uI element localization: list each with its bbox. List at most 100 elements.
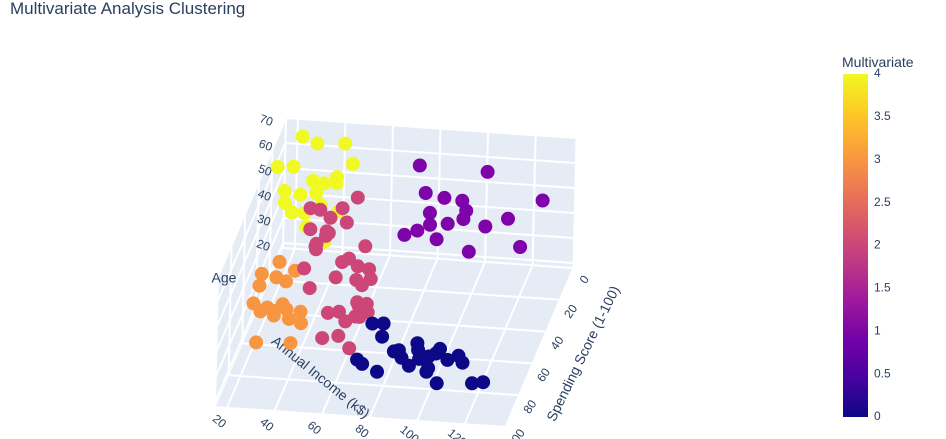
data-point-cluster-2[interactable] bbox=[303, 201, 318, 216]
axis-title-age: Age bbox=[212, 270, 237, 286]
data-point-cluster-3[interactable] bbox=[249, 335, 264, 350]
data-point-cluster-1[interactable] bbox=[440, 216, 455, 231]
data-point-cluster-4[interactable] bbox=[293, 187, 308, 202]
tick-label-age: 30 bbox=[255, 211, 273, 229]
data-point-cluster-3[interactable] bbox=[246, 296, 261, 311]
data-point-cluster-2[interactable] bbox=[315, 331, 330, 346]
data-point-cluster-3[interactable] bbox=[281, 311, 296, 326]
data-point-cluster-0[interactable] bbox=[386, 344, 401, 359]
gridline-age bbox=[285, 142, 576, 164]
data-point-cluster-3[interactable] bbox=[293, 316, 308, 331]
tick-label-age: 50 bbox=[256, 161, 274, 179]
data-point-cluster-1[interactable] bbox=[461, 244, 476, 259]
data-point-cluster-1[interactable] bbox=[423, 217, 437, 232]
data-point-cluster-0[interactable] bbox=[429, 376, 444, 391]
gridline-spending bbox=[282, 117, 287, 249]
data-point-cluster-1[interactable] bbox=[459, 203, 474, 218]
data-point-cluster-0[interactable] bbox=[440, 352, 455, 367]
data-point-cluster-2[interactable] bbox=[303, 222, 318, 237]
colorbar-tick-label: 0 bbox=[874, 409, 881, 423]
gridline-income bbox=[531, 135, 537, 266]
data-point-cluster-4[interactable] bbox=[338, 136, 353, 151]
data-point-cluster-2[interactable] bbox=[302, 281, 317, 296]
data-point-cluster-0[interactable] bbox=[370, 364, 384, 379]
data-point-cluster-4[interactable] bbox=[317, 176, 331, 191]
data-point-cluster-1[interactable] bbox=[478, 219, 493, 234]
gridline-spending bbox=[241, 213, 247, 344]
data-point-cluster-2[interactable] bbox=[332, 304, 346, 319]
data-point-cluster-4[interactable] bbox=[309, 186, 324, 200]
data-point-cluster-3[interactable] bbox=[269, 270, 284, 285]
data-point-cluster-0[interactable] bbox=[365, 316, 380, 331]
data-point-cluster-2[interactable] bbox=[309, 242, 323, 257]
data-point-cluster-1[interactable] bbox=[513, 240, 528, 254]
data-point-cluster-3[interactable] bbox=[254, 266, 269, 281]
data-point-cluster-2[interactable] bbox=[342, 341, 357, 356]
gridline-income bbox=[321, 254, 391, 415]
data-point-cluster-4[interactable] bbox=[330, 170, 345, 185]
data-point-cluster-4[interactable] bbox=[306, 173, 321, 188]
data-point-cluster-0[interactable] bbox=[429, 346, 443, 361]
data-point-cluster-1[interactable] bbox=[429, 232, 444, 247]
data-point-cluster-4[interactable] bbox=[286, 159, 301, 174]
gridline-age bbox=[283, 242, 574, 264]
data-point-cluster-3[interactable] bbox=[272, 254, 287, 269]
data-point-cluster-4[interactable] bbox=[310, 136, 325, 151]
data-point-cluster-1[interactable] bbox=[397, 227, 412, 242]
colorbar-tick-label: 0.5 bbox=[874, 366, 891, 380]
colorbar-tick-label: 2 bbox=[874, 238, 881, 252]
data-point-cluster-3[interactable] bbox=[252, 278, 267, 293]
data-point-cluster-2[interactable] bbox=[320, 305, 335, 320]
data-point-cluster-4[interactable] bbox=[270, 160, 285, 174]
data-point-cluster-1[interactable] bbox=[422, 205, 437, 220]
data-point-cluster-1[interactable] bbox=[418, 186, 433, 200]
gridline-spending bbox=[268, 149, 274, 280]
data-point-cluster-2[interactable] bbox=[328, 270, 343, 285]
data-point-cluster-3[interactable] bbox=[275, 297, 290, 312]
data-point-cluster-2[interactable] bbox=[358, 239, 373, 254]
data-point-cluster-2[interactable] bbox=[331, 328, 346, 343]
data-point-cluster-2[interactable] bbox=[350, 259, 365, 274]
data-point-cluster-0[interactable] bbox=[410, 336, 425, 351]
data-point-cluster-0[interactable] bbox=[419, 364, 434, 379]
data-point-cluster-4[interactable] bbox=[284, 205, 299, 220]
data-point-cluster-1[interactable] bbox=[437, 190, 452, 205]
data-point-cluster-1[interactable] bbox=[412, 158, 427, 173]
gridline-spending bbox=[228, 374, 519, 397]
data-point-cluster-0[interactable] bbox=[476, 375, 491, 390]
data-point-cluster-2[interactable] bbox=[323, 210, 338, 225]
data-point-cluster-1[interactable] bbox=[501, 211, 515, 226]
data-point-cluster-2[interactable] bbox=[335, 255, 350, 270]
gridline-spending bbox=[269, 278, 560, 301]
gridline-spending bbox=[282, 247, 574, 269]
tick-label-spending: 0 bbox=[577, 273, 592, 287]
data-point-cluster-0[interactable] bbox=[375, 329, 390, 344]
data-point-cluster-0[interactable] bbox=[376, 316, 391, 331]
data-point-cluster-4[interactable] bbox=[295, 129, 310, 144]
data-point-cluster-1[interactable] bbox=[480, 164, 495, 179]
data-point-cluster-0[interactable] bbox=[355, 356, 370, 371]
data-point-cluster-0[interactable] bbox=[465, 376, 479, 391]
data-point-cluster-0[interactable] bbox=[412, 351, 427, 366]
data-point-cluster-2[interactable] bbox=[363, 272, 378, 286]
data-point-cluster-1[interactable] bbox=[410, 223, 425, 238]
data-point-cluster-2[interactable] bbox=[335, 201, 350, 216]
gridline-spending bbox=[214, 276, 219, 408]
data-point-cluster-2[interactable] bbox=[319, 228, 333, 243]
colorbar-title: Multivariate bbox=[842, 54, 914, 70]
data-point-cluster-0[interactable] bbox=[451, 348, 466, 363]
data-point-cluster-2[interactable] bbox=[351, 298, 366, 313]
data-point-cluster-2[interactable] bbox=[297, 261, 312, 276]
data-point-cluster-4[interactable] bbox=[277, 183, 292, 198]
data-point-cluster-1[interactable] bbox=[535, 193, 550, 208]
gridline-age bbox=[215, 167, 286, 328]
data-point-cluster-2[interactable] bbox=[350, 190, 365, 205]
data-point-cluster-4[interactable] bbox=[345, 156, 360, 171]
data-point-cluster-2[interactable] bbox=[339, 215, 354, 230]
colorbar-tick-label: 1 bbox=[874, 323, 881, 337]
data-point-cluster-3[interactable] bbox=[260, 300, 275, 315]
data-point-cluster-3[interactable] bbox=[283, 336, 298, 351]
data-point-cluster-3[interactable] bbox=[293, 304, 308, 319]
